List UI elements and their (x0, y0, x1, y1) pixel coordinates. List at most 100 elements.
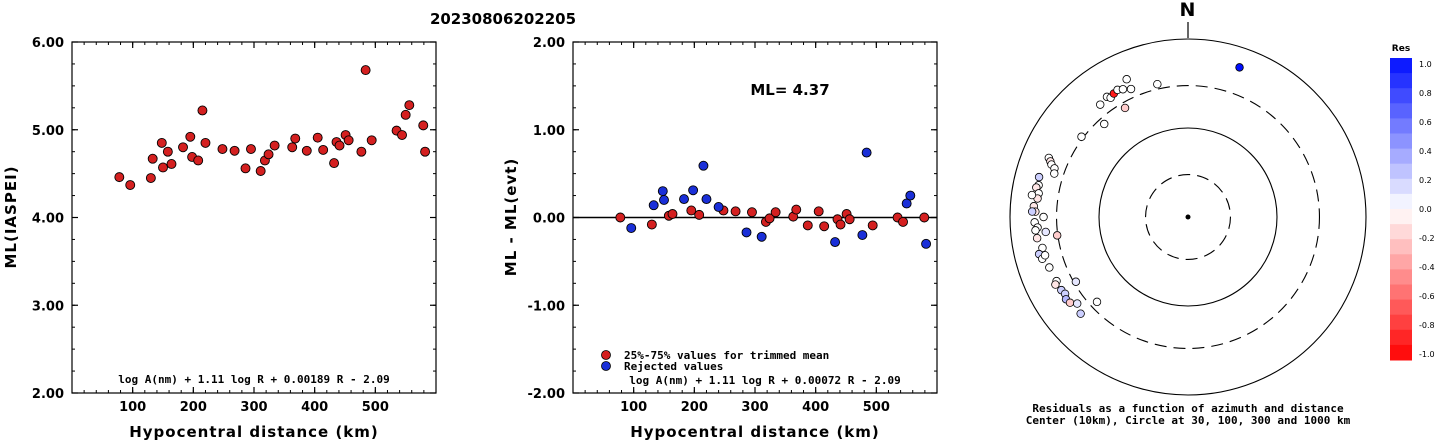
left-formula: log A(nm) + 1.11 log R + 0.00189 R - 2.0… (118, 373, 390, 386)
station-point (1034, 172, 1044, 182)
colorbar-tick-label: 1.0 (1419, 60, 1432, 69)
data-point (791, 204, 802, 215)
data-point (162, 146, 173, 157)
station-point (1073, 299, 1082, 308)
colorbar-tick-label: -0.2 (1419, 234, 1435, 243)
data-point (747, 207, 757, 218)
distance-ring (1144, 173, 1232, 261)
data-point (626, 223, 637, 233)
data-point (114, 172, 125, 183)
station-point (1235, 63, 1244, 72)
left-panel: 2.00 3.00 4.00 5.00 6.00 100 200 300 400 500 log… (2, 36, 437, 441)
data-point (770, 207, 781, 218)
data-point (764, 213, 775, 224)
data-point (200, 137, 211, 148)
middle-points (615, 147, 932, 249)
station-point (1153, 79, 1162, 89)
data-point (741, 227, 752, 238)
data-point (263, 149, 274, 160)
data-point (844, 214, 855, 225)
station-point (1032, 234, 1042, 243)
data-point (269, 140, 280, 151)
y-tick-label: 3.00 (32, 299, 64, 314)
data-point (366, 135, 377, 146)
x-tick-label: 400 (301, 400, 328, 415)
data-point (343, 135, 354, 146)
colorbar-tick-label: 0.0 (1419, 205, 1432, 214)
data-point (185, 131, 196, 142)
data-point (857, 230, 868, 241)
colorbar-tick-label: -0.4 (1419, 263, 1435, 272)
data-point (404, 100, 415, 111)
colorbar-swatch (1390, 269, 1412, 285)
polar-center (1185, 214, 1191, 220)
x-tick-label: 200 (180, 400, 207, 415)
data-point (713, 202, 724, 212)
colorbar-swatch (1390, 299, 1412, 316)
data-point (813, 206, 824, 217)
left-y-ticks: 2.00 3.00 4.00 5.00 6.00 (32, 36, 436, 402)
data-point (217, 144, 228, 155)
y-tick-label: 1.00 (533, 124, 565, 139)
station-point (1126, 84, 1136, 94)
colorbar-swatch (1390, 133, 1412, 150)
data-point (197, 105, 208, 116)
colorbar-swatch (1390, 224, 1412, 240)
data-point (919, 212, 930, 223)
data-point (334, 140, 345, 151)
station-point (1045, 263, 1054, 272)
colorbar-swatch (1390, 239, 1412, 255)
station-point (1118, 85, 1128, 94)
data-point (898, 216, 908, 227)
y-tick-label: -1.00 (528, 299, 565, 314)
colorbar-tick-label: 0.6 (1419, 118, 1432, 127)
station-point (1052, 231, 1062, 240)
data-point (287, 142, 298, 153)
station-point (1041, 227, 1050, 237)
data-point (125, 180, 136, 190)
x-tick-label: 500 (362, 400, 389, 415)
data-point (905, 190, 916, 201)
station-point (1050, 169, 1059, 178)
left-plot-frame (71, 41, 437, 394)
data-point (418, 120, 429, 131)
data-point (688, 185, 699, 196)
polar-points (1027, 63, 1244, 318)
middle-x-ticks: 100 200 300 400 500 (572, 42, 938, 415)
middle-x-axis-label: Hypocentral distance (km) (630, 423, 880, 441)
colorbar: Res 1.0 0.8 0.6 0.4 0.2 0.0 -0.2 -0.4 -0.6 -0.8 -1… (1390, 44, 1435, 361)
station-point (1076, 309, 1085, 318)
colorbar-swatch (1390, 314, 1412, 331)
legend-marker-trimmed (601, 350, 611, 360)
x-tick-label: 500 (863, 400, 890, 415)
polar-panel: N Residuals as a function of azimuth and… (1009, 0, 1367, 427)
data-point (646, 219, 657, 230)
data-point (178, 142, 188, 153)
left-x-axis-label: Hypocentral distance (km) (129, 423, 379, 441)
colorbar-swatch (1390, 344, 1412, 361)
x-tick-label: 100 (119, 400, 146, 415)
colorbar-ticks: 1.0 0.8 0.6 0.4 0.2 0.0 -0.2 -0.4 -0.6 -0.8 -1.0 (1419, 60, 1435, 359)
station-point (1039, 212, 1048, 222)
middle-formula: log A(nm) + 1.11 log R + 0.00072 R - 2.0… (629, 374, 901, 387)
colorbar-swatch (1390, 254, 1412, 270)
data-point (679, 194, 689, 205)
left-y-axis-label: ML(IASPEI) (2, 165, 20, 268)
middle-panel: -2.00 -1.00 0.00 1.00 2.00 100 200 300 400 500 M… (502, 36, 938, 441)
data-point (255, 166, 266, 176)
x-tick-label: 100 (620, 400, 647, 415)
data-point (246, 144, 256, 155)
data-point (356, 146, 367, 157)
colorbar-tick-label: -0.8 (1419, 321, 1435, 330)
left-x-ticks: 100 200 300 400 500 (71, 42, 437, 415)
y-tick-label: 5.00 (32, 124, 64, 139)
data-point (397, 130, 407, 140)
colorbar-tick-label: -0.6 (1419, 292, 1435, 301)
data-point (166, 159, 177, 169)
distance-ring (1098, 127, 1278, 307)
data-point (756, 231, 767, 242)
y-tick-label: 2.00 (32, 387, 64, 402)
data-point (147, 153, 158, 164)
colorbar-swatch (1390, 178, 1412, 195)
